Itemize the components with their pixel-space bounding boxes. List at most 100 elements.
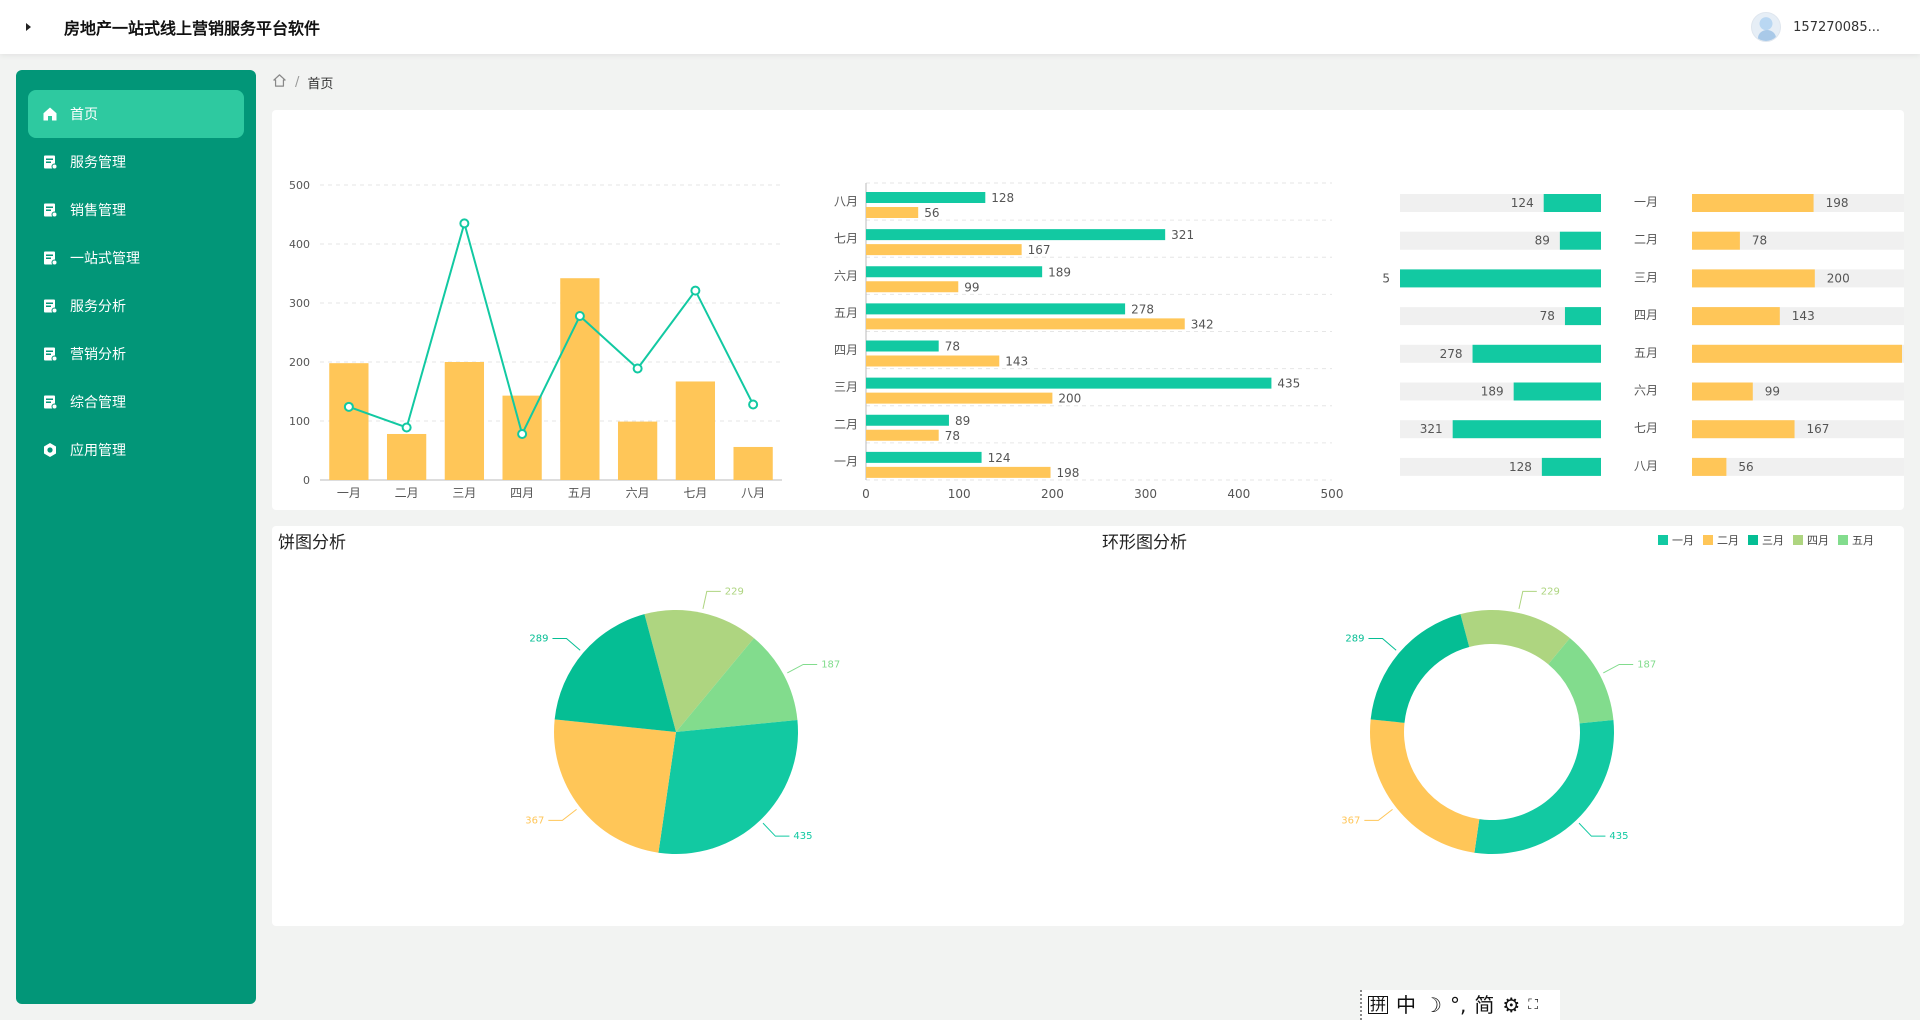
data-label: 198 — [1826, 196, 1849, 210]
top-charts-panel: 0 100 200 300 400 500 一月 二月 三月 四月 五月 六月 七月 八月 0 100 200… — [272, 110, 1904, 510]
sidebar-item-general-management[interactable]: 综合管理 — [28, 378, 244, 426]
ime-chinese-mode-button[interactable]: 中 — [1396, 993, 1417, 1017]
x-tick-label: 七月 — [683, 486, 707, 500]
bar — [1513, 382, 1601, 401]
line-point — [459, 218, 470, 229]
data-label: 78 — [1752, 234, 1767, 248]
data-label: 99 — [1765, 385, 1780, 399]
donut-chart: 229 187 435 367 289 一月 二月 三月 四月 五月 — [1341, 534, 1874, 854]
legend-swatch — [1748, 535, 1758, 545]
data-label: 189 — [1048, 265, 1071, 279]
avatar[interactable] — [1751, 12, 1782, 42]
bar — [866, 207, 919, 218]
data-label: 367 — [525, 815, 544, 826]
ime-simplified-button[interactable]: 简 — [1474, 993, 1495, 1017]
line-point — [343, 401, 354, 412]
collapse-sidebar-button[interactable] — [22, 20, 36, 34]
series-line — [348, 219, 755, 437]
bar — [675, 381, 716, 480]
bar-track — [1400, 307, 1601, 326]
label-leader-line — [702, 590, 721, 610]
sidebar-item-service-analysis[interactable]: 服务分析 — [28, 282, 244, 330]
category-label: 七月 — [1634, 421, 1658, 435]
document-icon — [42, 154, 58, 170]
y-tick-label: 0 — [303, 474, 310, 487]
document-icon — [42, 346, 58, 362]
bar — [866, 414, 949, 426]
bar — [1452, 420, 1601, 439]
label-leader-line — [1364, 808, 1393, 821]
bar — [1692, 194, 1814, 212]
top-header: 房地产一站式线上营销服务平台软件 157270085... — [0, 0, 1920, 54]
ime-settings-icon[interactable]: ⚙ — [1502, 993, 1521, 1017]
x-tick-label: 二月 — [395, 486, 419, 500]
ime-moon-icon[interactable]: ☽ — [1424, 993, 1442, 1017]
bar — [560, 278, 600, 480]
bar — [866, 318, 1185, 330]
data-label: 229 — [725, 586, 744, 597]
sidebar-item-sales-management[interactable]: 销售管理 — [28, 186, 244, 234]
x-tick-label: 五月 — [568, 486, 592, 500]
ime-punctuation-icon[interactable]: °, — [1449, 993, 1467, 1017]
ime-pinyin-button[interactable]: 拼 — [1368, 995, 1389, 1014]
legend-label: 三月 — [1762, 534, 1784, 547]
bar — [386, 433, 427, 480]
home-icon[interactable] — [272, 73, 287, 92]
ime-expand-icon[interactable]: ⛶ — [1528, 997, 1539, 1013]
legend-label: 一月 — [1672, 534, 1694, 547]
bar — [866, 355, 1000, 367]
sidebar-item-service-management[interactable]: 服务管理 — [28, 138, 244, 186]
bar — [866, 266, 1043, 278]
x-tick-label: 400 — [1227, 487, 1250, 501]
bar — [1472, 344, 1601, 363]
data-label: 167 — [1807, 422, 1830, 436]
data-label: 435 — [1382, 271, 1390, 285]
x-tick-label: 100 — [948, 487, 971, 501]
legend-label: 五月 — [1852, 534, 1874, 547]
y-tick-label: 四月 — [834, 343, 858, 357]
document-icon — [42, 202, 58, 218]
data-label: 124 — [988, 451, 1011, 465]
user-menu[interactable]: 157270085... — [1751, 12, 1880, 42]
sidebar-item-label: 服务管理 — [70, 155, 126, 171]
bar — [617, 421, 658, 480]
y-tick-label: 六月 — [834, 269, 858, 283]
user-name[interactable]: 157270085... — [1793, 19, 1880, 35]
bar — [1692, 344, 1902, 363]
category-label: 三月 — [1634, 270, 1658, 284]
y-tick-label: 100 — [289, 415, 310, 428]
data-label: 289 — [1345, 634, 1364, 645]
label-leader-line — [548, 808, 577, 821]
bar — [1543, 194, 1601, 212]
butterfly-bar-chart: 124 一月 89 二月 435 三月 78 四月 278 五月 189 六月 321 七月 128 八月 19… — [1382, 194, 1904, 476]
bar-track — [1692, 231, 1904, 250]
ime-toolbar: 拼 中 ☽ °, 简 ⚙ ⛶ — [1360, 990, 1560, 1020]
bar — [866, 340, 939, 352]
legend-swatch — [1793, 535, 1803, 545]
document-icon — [42, 250, 58, 266]
data-label: 56 — [1738, 460, 1753, 474]
sidebar-item-label: 首页 — [70, 107, 98, 123]
data-label: 143 — [1005, 355, 1028, 369]
home-icon — [42, 106, 58, 122]
legend-label: 四月 — [1807, 534, 1829, 547]
bar — [866, 281, 959, 293]
category-label: 五月 — [1634, 346, 1658, 360]
data-label: 200 — [1058, 392, 1081, 406]
bar — [866, 392, 1053, 404]
bottom-charts-panel: 饼图分析 环形图分析 229 187 435 367 289 229 187 435 367 2… — [272, 526, 1904, 926]
bar — [866, 229, 1166, 241]
bar — [1692, 420, 1795, 439]
sidebar-item-home[interactable]: 首页 — [28, 90, 244, 138]
y-tick-label: 300 — [289, 297, 310, 310]
sidebar-item-label: 一站式管理 — [70, 251, 140, 267]
sidebar-item-marketing-analysis[interactable]: 营销分析 — [28, 330, 244, 378]
bar — [1692, 269, 1815, 288]
sidebar-item-app-management[interactable]: 应用管理 — [28, 426, 244, 474]
label-leader-line — [552, 638, 581, 651]
breadcrumb-separator: / — [295, 75, 300, 90]
document-icon — [42, 394, 58, 410]
pie-slice — [644, 610, 754, 732]
bar — [1692, 382, 1753, 401]
sidebar-item-one-stop-management[interactable]: 一站式管理 — [28, 234, 244, 282]
